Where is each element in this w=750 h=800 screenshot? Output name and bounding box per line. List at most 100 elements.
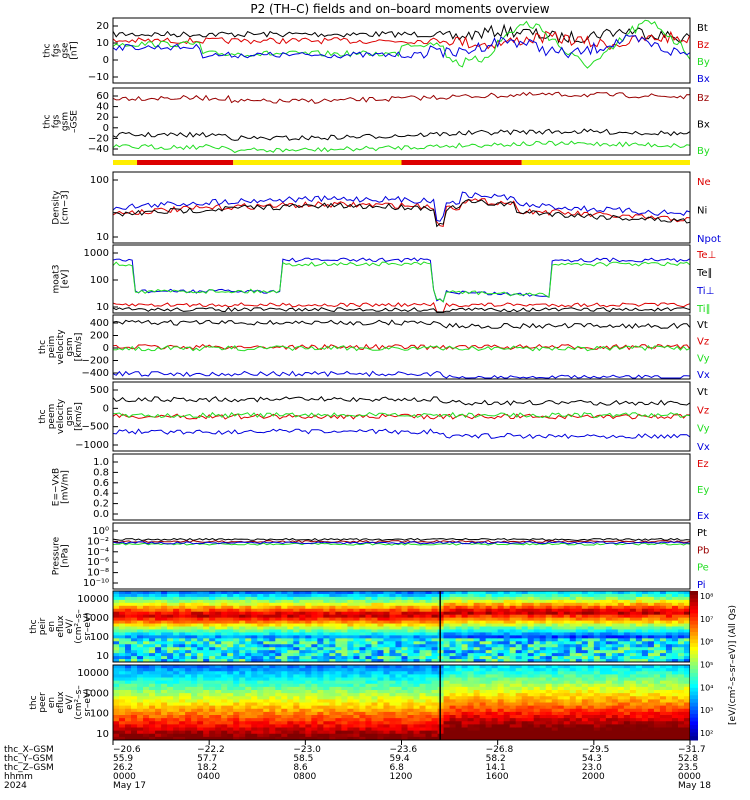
heatmap-cell (497, 702, 505, 707)
heatmap-cell (239, 708, 246, 713)
heatmap-cell (527, 632, 535, 636)
heatmap-cell (527, 608, 535, 613)
heatmap-cell (347, 650, 354, 654)
heatmap-cell (521, 680, 529, 685)
heatmap-cell (551, 614, 559, 619)
heatmap-cell (197, 680, 204, 685)
heatmap-cell (581, 659, 589, 663)
heatmap-cell (263, 693, 270, 697)
heatmap-cell (623, 638, 631, 642)
heatmap-cell (311, 605, 318, 610)
heatmap-cell (653, 668, 661, 672)
heatmap-cell (665, 647, 673, 651)
heatmap-cell (587, 596, 595, 601)
heatmap-cell (299, 602, 306, 607)
series-line-By (112, 19, 691, 69)
heatmap-cell (491, 659, 499, 663)
heatmap-cell (287, 638, 294, 642)
heatmap-cell (353, 605, 360, 610)
heatmap-cell (371, 596, 378, 601)
heatmap-cell (527, 671, 535, 675)
heatmap-cell (641, 626, 649, 630)
heatmap-cell (113, 671, 120, 675)
heatmap-cell (335, 665, 342, 669)
heatmap-cell (653, 608, 661, 613)
heatmap-cell (191, 693, 198, 697)
heatmap-cell (665, 659, 673, 663)
heatmap-cell (563, 605, 571, 610)
y-tick-label: 0.0 (93, 509, 109, 520)
heatmap-cell (173, 693, 180, 697)
heatmap-cell (497, 690, 505, 694)
heatmap-cell (539, 696, 547, 700)
heatmap-cell (197, 677, 204, 682)
heatmap-cell (203, 677, 210, 682)
heatmap-cell (641, 668, 649, 672)
heatmap-cell (221, 641, 228, 645)
heatmap-cell (659, 686, 667, 691)
heatmap-cell (665, 668, 673, 672)
heatmap-cell (383, 690, 390, 694)
heatmap-cell (389, 677, 396, 682)
heatmap-cell (377, 683, 384, 688)
heatmap-cell (377, 605, 384, 610)
heatmap-cell (683, 593, 691, 598)
heatmap-cell (605, 602, 613, 607)
heatmap-cell (293, 677, 300, 682)
heatmap-cell (557, 690, 565, 694)
heatmap-cell (671, 593, 679, 598)
heatmap-cell (149, 696, 156, 700)
heatmap-cell (635, 696, 643, 700)
heatmap-cell (359, 596, 366, 601)
y-axis-label-line: thc (29, 619, 39, 633)
heatmap-cell (527, 677, 535, 682)
heatmap-cell (317, 602, 324, 607)
heatmap-cell (341, 656, 348, 660)
heatmap-cell (521, 641, 529, 645)
heatmap-cell (239, 638, 246, 642)
heatmap-cell (167, 641, 174, 645)
heatmap-cell (407, 715, 415, 719)
heatmap-cell (161, 683, 168, 688)
heatmap-cell (209, 641, 216, 645)
heatmap-cell (473, 596, 481, 601)
heatmap-cell (665, 596, 673, 601)
heatmap-cell (551, 644, 559, 648)
heatmap-cell (215, 686, 222, 691)
heatmap-cell (383, 683, 390, 688)
heatmap-cell (413, 608, 421, 613)
heatmap-cell (485, 617, 493, 622)
heatmap-cell (557, 611, 565, 616)
colorbar-step (690, 646, 698, 652)
heatmap-cell (587, 647, 595, 651)
heatmap-cell (353, 711, 360, 716)
heatmap-cell (221, 629, 228, 633)
heatmap-cell (353, 644, 360, 648)
heatmap-cell (317, 614, 324, 619)
heatmap-cell (473, 632, 481, 636)
heatmap-cell (467, 671, 475, 675)
heatmap-cell (455, 626, 463, 630)
heatmap-cell (587, 711, 595, 716)
y-axis-label-line: thc (38, 409, 48, 423)
y-tick-label: 60 (96, 91, 109, 102)
heatmap-cell (161, 632, 168, 636)
heatmap-cell (545, 668, 553, 672)
heatmap-cell (497, 596, 505, 601)
heatmap-cell (485, 644, 493, 648)
heatmap-cell (401, 596, 409, 601)
heatmap-cell (611, 708, 619, 713)
heatmap-cell (659, 680, 667, 685)
heatmap-cell (143, 641, 150, 645)
heatmap-cell (323, 727, 330, 732)
heatmap-cell (143, 611, 150, 616)
heatmap-cell (557, 644, 565, 648)
heatmap-cell (119, 686, 126, 691)
heatmap-cell (389, 611, 396, 616)
heatmap-cell (659, 708, 667, 713)
heatmap-cell (269, 671, 276, 675)
heatmap-cell (287, 605, 294, 610)
heatmap-cell (287, 699, 294, 703)
heatmap-cell (461, 736, 469, 741)
heatmap-cell (377, 591, 384, 595)
